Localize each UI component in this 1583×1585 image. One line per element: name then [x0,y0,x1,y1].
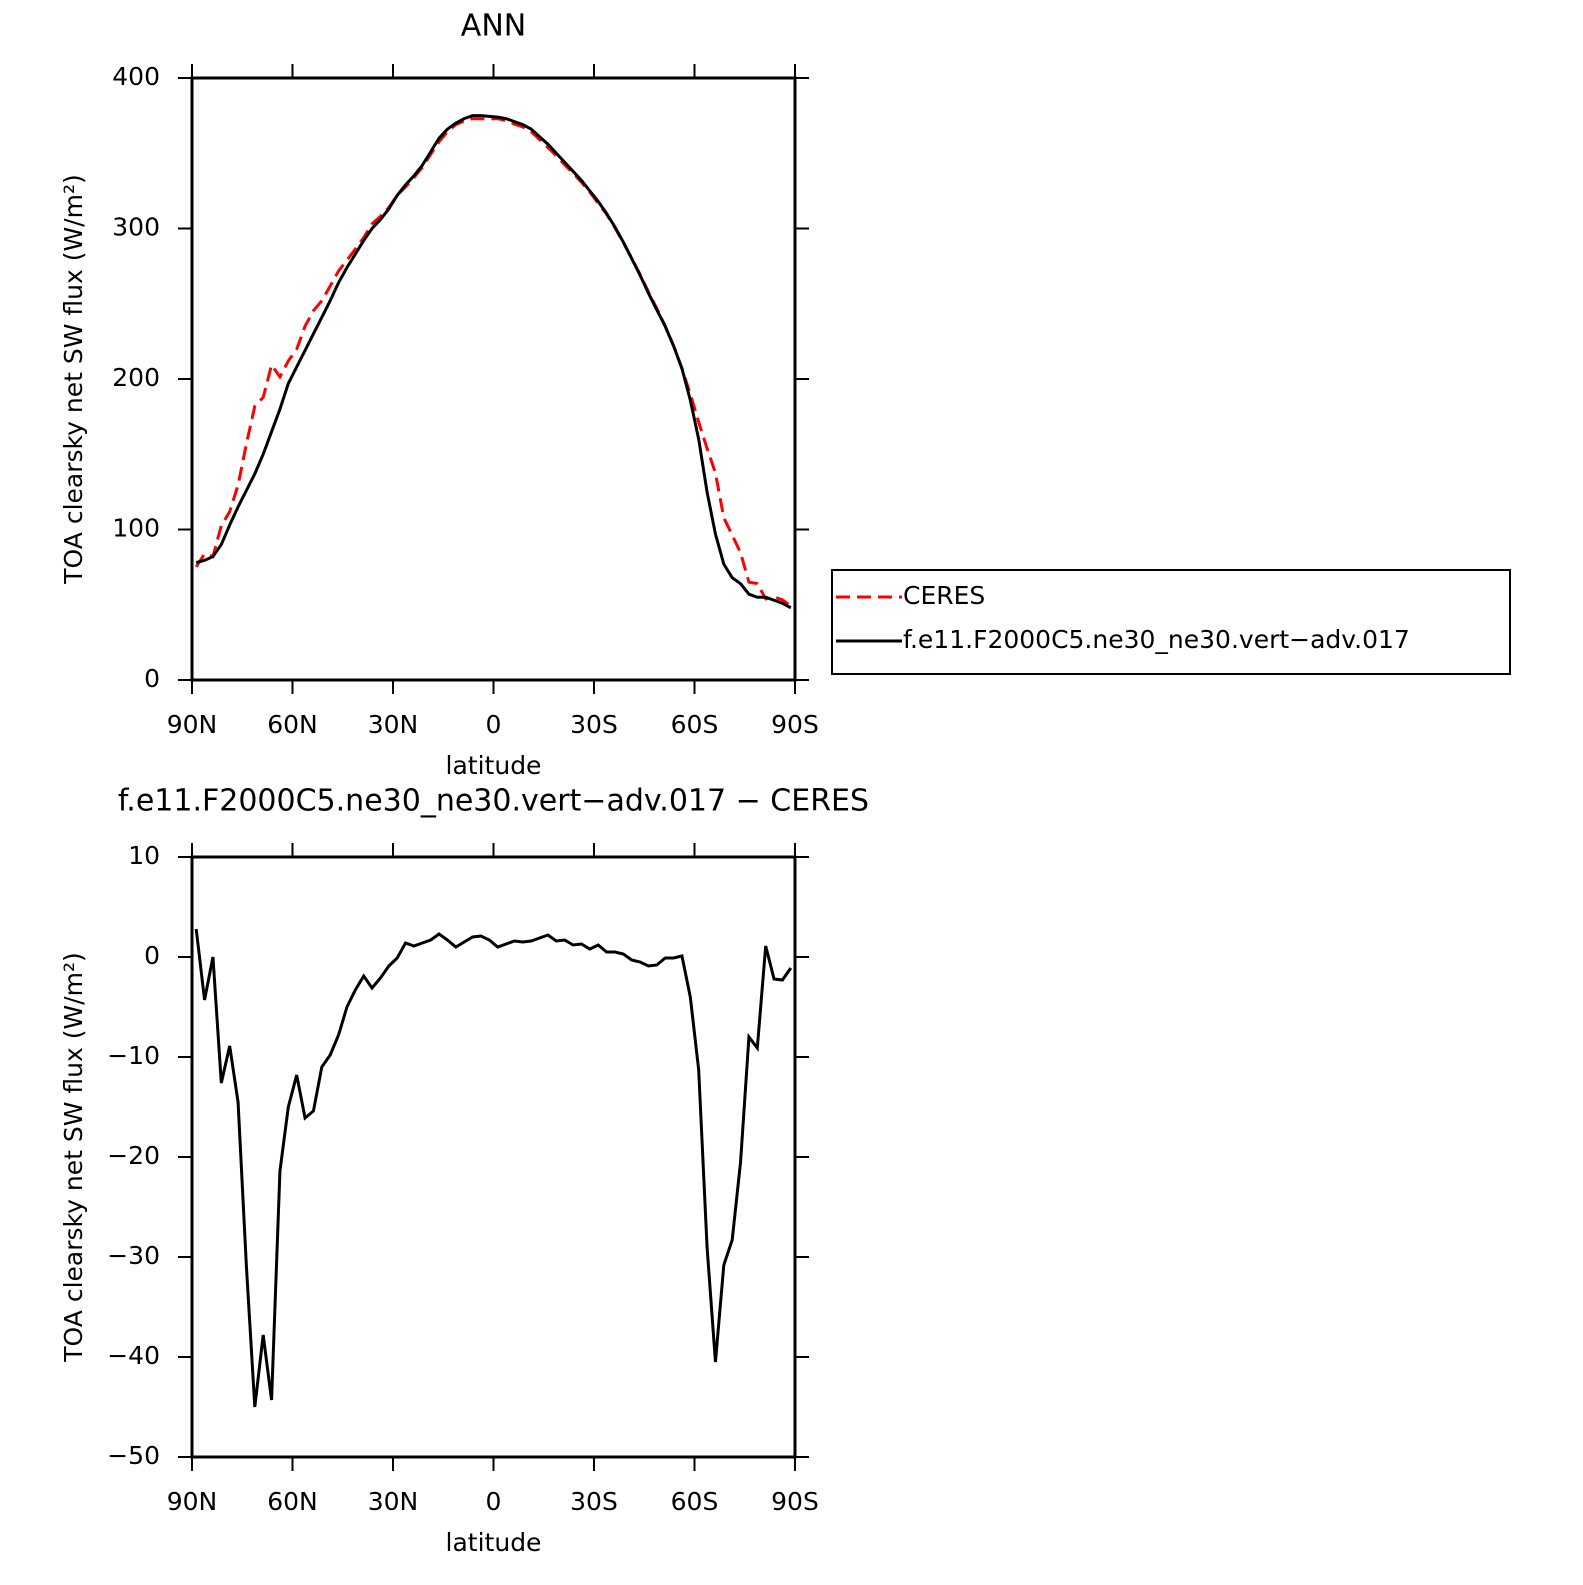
series-line [194,928,793,1408]
x-tick-label: 60N [267,1487,318,1516]
chart-title: ANN [461,9,526,44]
x-tick-label: 30S [570,710,618,739]
y-tick-label: 10 [128,841,160,870]
x-tick-label: 90N [167,710,218,739]
x-tick-label: 30N [368,1487,419,1516]
x-tick-label: 60S [671,710,719,739]
y-tick-label: −20 [107,1141,160,1170]
y-tick-label: 300 [112,213,160,242]
legend-label: CERES [903,581,985,610]
x-tick-label: 90S [771,1487,819,1516]
y-tick-label: −30 [107,1241,160,1270]
x-tick-label: 60N [267,710,318,739]
chart-title: f.e11.F2000C5.ne30_ne30.vert−adv.017 − C… [118,784,869,819]
chart-panel: f.e11.F2000C5.ne30_ne30.vert−adv.017 − C… [59,784,869,1558]
x-tick-label: 30S [570,1487,618,1516]
y-tick-label: 0 [144,941,160,970]
y-tick-label: −40 [107,1341,160,1370]
y-tick-label: 200 [112,363,160,392]
plot-frame [190,855,797,1459]
x-tick-label: 30N [368,710,419,739]
x-axis-label: latitude [446,751,542,780]
x-tick-label: 90N [167,1487,218,1516]
legend-label: f.e11.F2000C5.ne30_ne30.vert−adv.017 [903,625,1410,654]
chart-panel: ANN latitude TOA clearsky net SW flux (W/m… [59,9,1511,780]
legend-box [831,569,1511,675]
plot-frame [190,76,797,682]
x-tick-label: 0 [486,1487,502,1516]
x-tick-label: 60S [671,1487,719,1516]
y-tick-label: −50 [107,1441,160,1470]
legend: CERES f.e11.F2000C5.ne30_ne30.vert−adv.01… [831,569,1511,675]
series-line [194,117,792,608]
y-tick-label: −10 [107,1041,160,1070]
series-line [195,114,792,610]
x-axis-label: latitude [446,1528,542,1557]
y-tick-label: 100 [112,514,160,543]
x-tick-label: 90S [771,710,819,739]
y-tick-label: 400 [112,62,160,91]
y-axis-label: TOA clearsky net SW flux (W/m²) [59,174,88,584]
x-tick-label: 0 [486,710,502,739]
y-axis-label: TOA clearsky net SW flux (W/m²) [59,952,88,1362]
y-tick-label: 0 [144,664,160,693]
